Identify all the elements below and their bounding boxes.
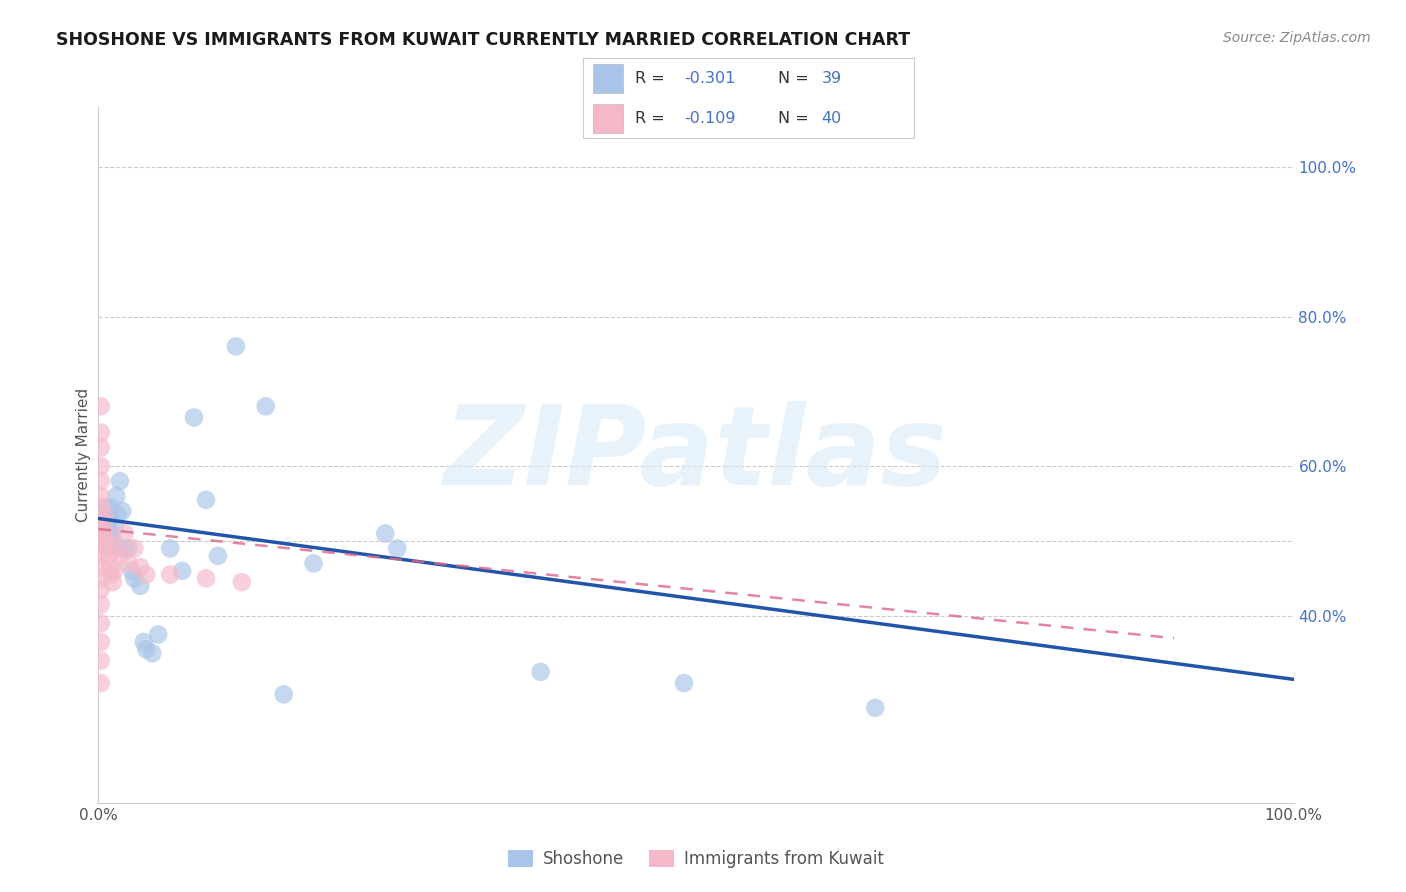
Point bbox=[129, 560, 152, 574]
Point bbox=[90, 459, 112, 474]
Point bbox=[101, 575, 124, 590]
Point bbox=[90, 616, 112, 631]
Point bbox=[117, 541, 139, 556]
Text: 40: 40 bbox=[821, 111, 842, 126]
Text: 39: 39 bbox=[821, 70, 842, 86]
Point bbox=[194, 492, 218, 507]
Point bbox=[91, 508, 114, 522]
Point bbox=[90, 676, 112, 690]
Point bbox=[90, 399, 112, 413]
Point bbox=[254, 399, 277, 413]
Point bbox=[90, 500, 112, 515]
Point bbox=[96, 515, 118, 529]
Point bbox=[101, 533, 124, 548]
Point bbox=[93, 533, 115, 548]
Point bbox=[98, 560, 122, 574]
Point bbox=[124, 571, 146, 585]
Point bbox=[90, 571, 112, 585]
Point bbox=[94, 500, 117, 515]
Point bbox=[90, 538, 112, 552]
Point bbox=[129, 579, 152, 593]
Point bbox=[107, 508, 129, 522]
Point bbox=[91, 523, 114, 537]
Point bbox=[90, 425, 112, 440]
Text: N =: N = bbox=[779, 70, 814, 86]
Point bbox=[90, 654, 112, 668]
Point bbox=[104, 519, 127, 533]
Point bbox=[97, 538, 120, 552]
Point bbox=[90, 530, 112, 544]
Point bbox=[90, 560, 112, 574]
Point bbox=[231, 575, 253, 590]
Point bbox=[374, 526, 396, 541]
Point bbox=[98, 549, 121, 563]
Point bbox=[90, 635, 112, 649]
Text: SHOSHONE VS IMMIGRANTS FROM KUWAIT CURRENTLY MARRIED CORRELATION CHART: SHOSHONE VS IMMIGRANTS FROM KUWAIT CURRE… bbox=[56, 31, 910, 49]
Point bbox=[114, 526, 136, 541]
Point bbox=[96, 530, 118, 544]
Text: -0.301: -0.301 bbox=[685, 70, 735, 86]
Point bbox=[172, 564, 194, 578]
Point bbox=[121, 564, 143, 578]
Point bbox=[103, 564, 125, 578]
Point bbox=[90, 511, 112, 525]
Legend: Shoshone, Immigrants from Kuwait: Shoshone, Immigrants from Kuwait bbox=[502, 843, 890, 874]
Text: R =: R = bbox=[634, 70, 669, 86]
Point bbox=[132, 635, 155, 649]
Text: ZIPatlas: ZIPatlas bbox=[444, 401, 948, 508]
Point bbox=[100, 567, 122, 582]
FancyBboxPatch shape bbox=[593, 63, 623, 93]
Point bbox=[91, 530, 114, 544]
Point bbox=[302, 557, 325, 571]
Point bbox=[135, 567, 157, 582]
Point bbox=[183, 410, 205, 425]
Point bbox=[141, 646, 163, 660]
Point bbox=[100, 526, 122, 541]
Point bbox=[90, 582, 112, 597]
Point bbox=[385, 541, 409, 556]
Y-axis label: Currently Married: Currently Married bbox=[76, 388, 91, 522]
Point bbox=[98, 511, 121, 525]
Point bbox=[124, 541, 146, 556]
Text: -0.109: -0.109 bbox=[685, 111, 735, 126]
Point bbox=[863, 700, 887, 714]
Point bbox=[159, 541, 181, 556]
Point bbox=[273, 687, 295, 701]
Point bbox=[194, 571, 218, 585]
Text: R =: R = bbox=[634, 111, 669, 126]
Point bbox=[114, 541, 136, 556]
Point bbox=[90, 598, 112, 612]
Point bbox=[105, 489, 128, 503]
Point bbox=[529, 665, 551, 679]
Point bbox=[90, 523, 112, 537]
Point bbox=[98, 500, 122, 515]
Point bbox=[93, 508, 115, 522]
Point bbox=[673, 676, 696, 690]
Text: N =: N = bbox=[779, 111, 814, 126]
Point bbox=[225, 339, 247, 353]
Text: Source: ZipAtlas.com: Source: ZipAtlas.com bbox=[1223, 31, 1371, 45]
FancyBboxPatch shape bbox=[593, 103, 623, 133]
Point bbox=[105, 541, 128, 556]
Point bbox=[90, 549, 112, 563]
Point bbox=[207, 549, 229, 563]
Point bbox=[108, 474, 131, 488]
Point bbox=[117, 557, 139, 571]
Point bbox=[90, 474, 112, 488]
Point bbox=[108, 549, 131, 563]
Point bbox=[96, 533, 118, 548]
Point bbox=[135, 642, 157, 657]
Point bbox=[148, 627, 170, 641]
Point bbox=[111, 504, 134, 518]
Point bbox=[159, 567, 181, 582]
Point bbox=[90, 489, 112, 503]
Point bbox=[97, 541, 120, 556]
Point bbox=[90, 441, 112, 455]
Point bbox=[93, 523, 115, 537]
